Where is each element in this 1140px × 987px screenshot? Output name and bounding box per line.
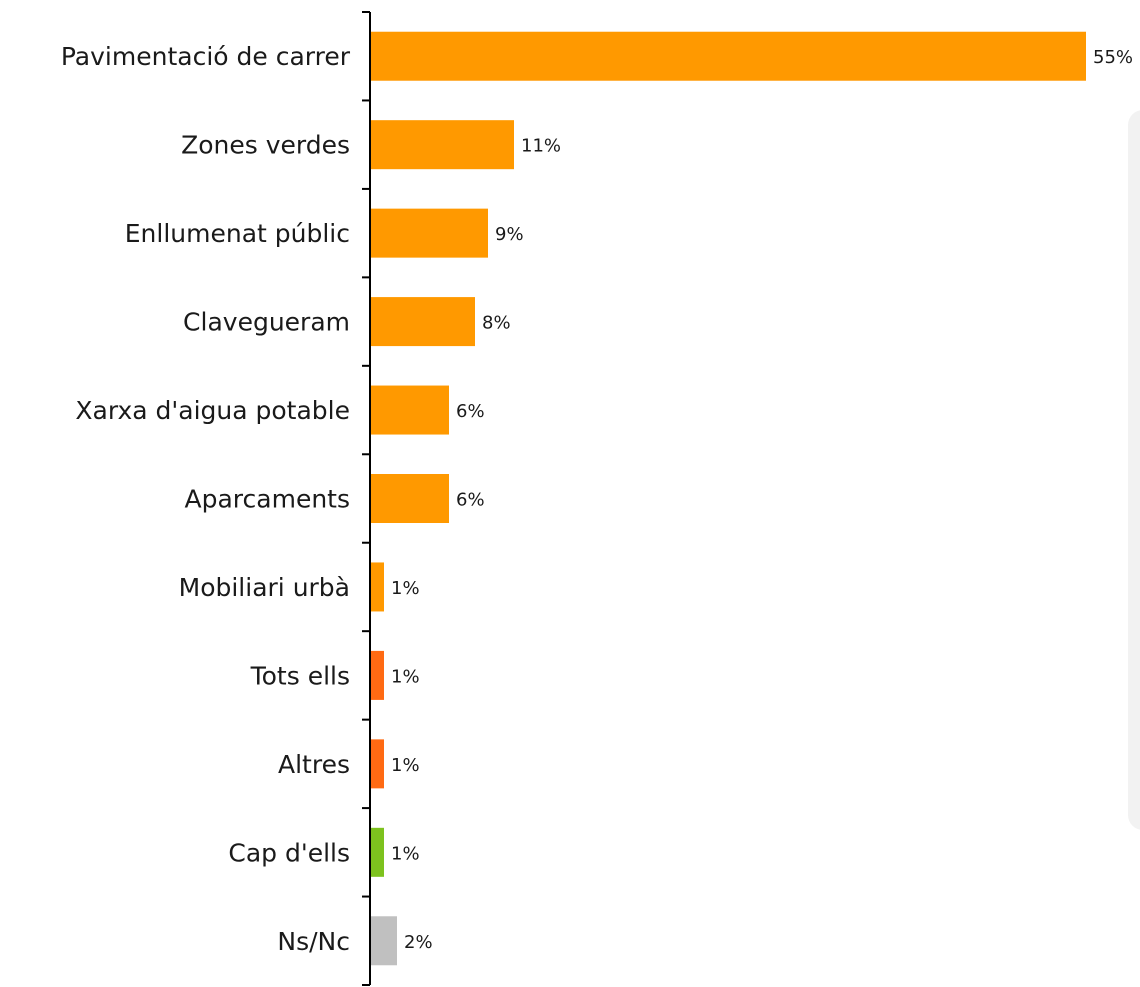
bar [371,916,397,966]
bar [371,385,449,435]
data-label: 9% [495,224,524,245]
data-label: 6% [456,401,485,422]
bar [371,739,384,789]
category-label: Xarxa d'aigua potable [75,396,350,425]
category-label: Mobiliari urbà [179,573,350,602]
category-label: Aparcaments [185,485,351,514]
bar [371,297,475,347]
side-panel [1128,110,1140,830]
category-label: Ns/Nc [277,927,350,956]
data-label: 8% [482,313,511,334]
data-label: 1% [391,755,420,776]
category-label: Clavegueram [183,308,350,337]
data-label: 2% [404,932,433,953]
data-label: 11% [521,136,561,157]
bar [371,474,449,523]
bar [371,208,488,258]
category-label: Altres [278,750,350,779]
bar [371,31,1086,81]
bar [371,120,514,170]
data-label: 6% [456,490,485,511]
category-label: Enllumenat públic [125,219,350,248]
category-label: Pavimentació de carrer [61,42,351,71]
data-label: 1% [391,578,420,599]
category-label: Cap d'ells [228,838,350,867]
category-label: Zones verdes [181,131,350,160]
category-label: Tots ells [250,661,350,690]
data-label: 1% [391,843,420,864]
bar [371,562,384,612]
data-label: 55% [1093,47,1133,68]
bar [371,650,384,700]
bar [371,827,384,877]
data-label: 1% [391,666,420,687]
